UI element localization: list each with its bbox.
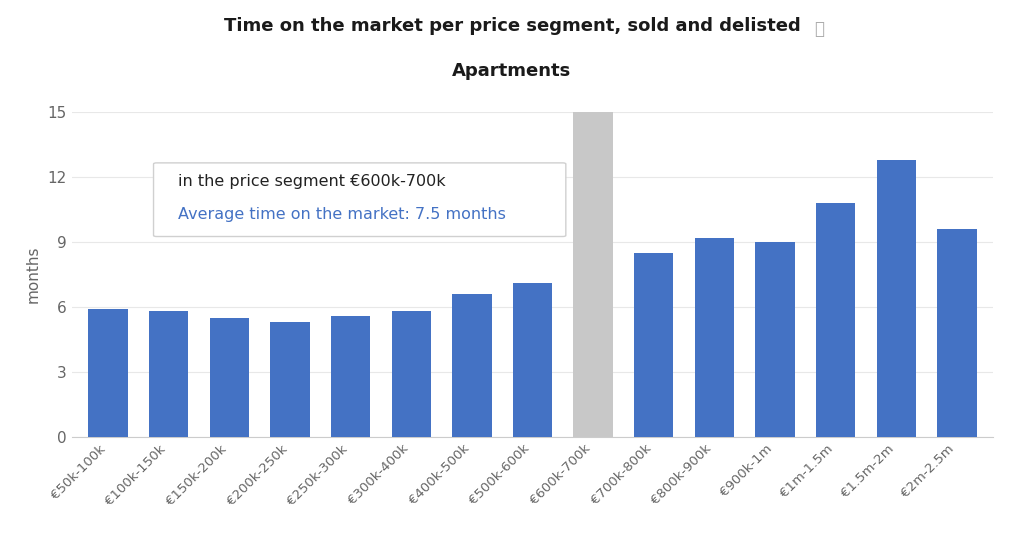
- Y-axis label: months: months: [26, 246, 41, 303]
- Bar: [331, 315, 371, 437]
- Text: in the price segment €600k-700k: in the price segment €600k-700k: [178, 174, 445, 189]
- FancyBboxPatch shape: [154, 163, 566, 236]
- Bar: [634, 253, 674, 437]
- Bar: [937, 229, 977, 437]
- Bar: [694, 237, 734, 437]
- Bar: [816, 203, 855, 437]
- Bar: [573, 112, 612, 437]
- Bar: [391, 311, 431, 437]
- Bar: [513, 283, 552, 437]
- Bar: [270, 322, 309, 437]
- Text: Apartments: Apartments: [453, 62, 571, 80]
- Text: Average time on the market: 7.5 months: Average time on the market: 7.5 months: [178, 207, 506, 222]
- Bar: [453, 294, 492, 437]
- Bar: [210, 318, 249, 437]
- Text: ⓘ: ⓘ: [814, 20, 824, 38]
- Bar: [88, 309, 128, 437]
- Bar: [148, 311, 188, 437]
- Bar: [877, 160, 916, 437]
- Bar: [756, 242, 795, 437]
- Text: Time on the market per price segment, sold and delisted: Time on the market per price segment, so…: [223, 17, 801, 35]
